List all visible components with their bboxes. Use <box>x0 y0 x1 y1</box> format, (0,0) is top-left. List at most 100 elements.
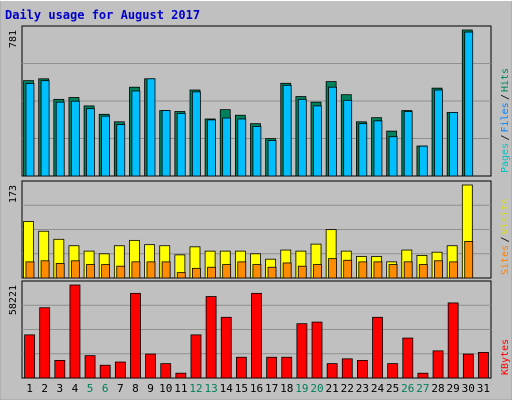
bar-kbytes-day-29 <box>447 302 459 379</box>
side-axis-label: Pages / Files / Hits <box>500 68 511 173</box>
bar-sites-day-23 <box>358 261 368 279</box>
bar-kbytes-day-16 <box>251 292 262 379</box>
bar-kbytes-day-17 <box>266 356 278 379</box>
bar-kbytes-day-20 <box>311 321 323 379</box>
x-tick-label-day-20: 20 <box>310 382 323 395</box>
side-label-pages: Pages <box>500 143 511 173</box>
bar-sites-day-4 <box>70 260 80 279</box>
bar-sites-day-7 <box>116 265 126 279</box>
bar-kbytes-day-10 <box>160 363 172 379</box>
x-tick-label-day-24: 24 <box>371 382 385 395</box>
bar-files-day-20 <box>313 105 322 177</box>
y-max-label: 173 <box>8 185 19 203</box>
bar-files-day-27 <box>418 145 428 177</box>
x-tick-label-day-27: 27 <box>416 382 429 395</box>
bar-files-day-28 <box>434 89 443 177</box>
bar-kbytes-day-25 <box>387 363 399 379</box>
bar-sites-day-10 <box>161 261 171 279</box>
bar-files-day-13 <box>207 119 216 177</box>
y-max-label: 781 <box>8 30 19 48</box>
bar-files-day-18 <box>282 84 292 177</box>
bar-files-day-9 <box>146 78 156 177</box>
chart-panels: 781Pages/Files/Hits173Sites/Visits58221K… <box>8 25 511 395</box>
bar-kbytes-day-6 <box>99 364 111 379</box>
bar-sites-day-24 <box>373 261 383 279</box>
x-tick-label-day-14: 14 <box>220 382 234 395</box>
x-tick-label-day-21: 21 <box>326 382 339 395</box>
bar-sites-day-12 <box>191 267 201 279</box>
side-axis-label: Sites / Visits <box>500 198 511 275</box>
bar-files-day-24 <box>373 120 383 177</box>
bar-sites-day-3 <box>55 263 65 279</box>
panel-kbytes: 58221 KBytes <box>8 280 511 379</box>
bar-sites-day-5 <box>86 264 95 279</box>
bar-kbytes-day-1 <box>24 334 35 379</box>
bar-kbytes-day-23 <box>357 360 368 379</box>
side-label-visits: Visits <box>500 198 511 234</box>
bar-files-day-29 <box>449 112 458 177</box>
x-tick-label-day-5: 5 <box>87 382 94 395</box>
bar-sites-day-13 <box>207 266 216 279</box>
bar-sites-day-25 <box>388 264 398 279</box>
bar-files-day-19 <box>297 98 307 177</box>
bar-sites-day-21 <box>328 258 337 279</box>
bar-files-day-5 <box>86 108 95 177</box>
bar-kbytes-day-2 <box>39 307 51 379</box>
bar-files-day-15 <box>237 118 247 177</box>
bar-files-day-2 <box>40 80 50 177</box>
x-tick-label-day-16: 16 <box>250 382 263 395</box>
bar-files-day-21 <box>328 86 337 177</box>
bar-sites-day-6 <box>101 264 111 279</box>
bar-sites-day-15 <box>237 261 247 279</box>
bar-files-day-3 <box>55 101 65 177</box>
bar-sites-day-16 <box>252 264 262 279</box>
bar-kbytes-day-7 <box>114 361 126 379</box>
chart-title: Daily usage for August 2017 <box>5 8 200 22</box>
panel-sites-visits: 173 Sites / Visits <box>8 180 511 279</box>
x-tick-label-day-26: 26 <box>401 382 414 395</box>
bar-kbytes-day-5 <box>84 355 96 379</box>
x-tick-label-day-6: 6 <box>102 382 109 395</box>
side-label-separator: / <box>500 134 511 140</box>
x-tick-label-day-3: 3 <box>57 382 64 395</box>
bar-sites-day-29 <box>449 261 458 279</box>
bar-files-day-25 <box>388 136 398 177</box>
x-tick-label-day-8: 8 <box>132 382 139 395</box>
side-label-separator: / <box>500 236 511 242</box>
bar-kbytes-day-19 <box>296 323 308 379</box>
bar-files-day-10 <box>161 110 171 177</box>
bar-sites-day-11 <box>176 272 186 279</box>
bar-sites-day-17 <box>267 266 277 279</box>
bar-sites-day-9 <box>146 261 156 279</box>
side-label-separator: / <box>500 94 511 100</box>
x-tick-label-day-17: 17 <box>265 382 278 395</box>
bar-kbytes-day-26 <box>402 337 414 379</box>
bar-files-day-23 <box>358 123 368 177</box>
bar-kbytes-day-31 <box>478 352 489 379</box>
side-label-hits: Hits <box>500 68 511 92</box>
side-label-files: Files <box>500 102 511 132</box>
side-label-kbytes: KBytes <box>500 339 511 375</box>
bar-files-day-8 <box>131 90 141 177</box>
bar-sites-day-20 <box>313 264 322 279</box>
bar-sites-day-19 <box>297 265 307 279</box>
x-tick-label-day-13: 13 <box>204 382 217 395</box>
x-tick-label-day-15: 15 <box>235 382 248 395</box>
bar-files-day-17 <box>267 140 277 177</box>
x-tick-label-day-2: 2 <box>41 382 48 395</box>
bar-sites-day-26 <box>403 261 413 279</box>
x-tick-label-day-19: 19 <box>295 382 308 395</box>
x-tick-label-day-31: 31 <box>477 382 490 395</box>
bar-kbytes-day-30 <box>462 353 474 379</box>
bar-kbytes-day-28 <box>432 350 444 379</box>
bar-files-day-4 <box>70 100 80 177</box>
bar-kbytes-day-18 <box>281 356 293 379</box>
x-tick-label-day-30: 30 <box>462 382 475 395</box>
bar-kbytes-day-13 <box>205 296 217 379</box>
bar-kbytes-day-11 <box>175 372 187 379</box>
x-tick-label-day-25: 25 <box>386 382 399 395</box>
bar-files-day-12 <box>191 91 201 177</box>
x-tick-label-day-22: 22 <box>341 382 354 395</box>
bar-kbytes-day-22 <box>341 358 353 379</box>
x-tick-label-day-4: 4 <box>72 382 79 395</box>
